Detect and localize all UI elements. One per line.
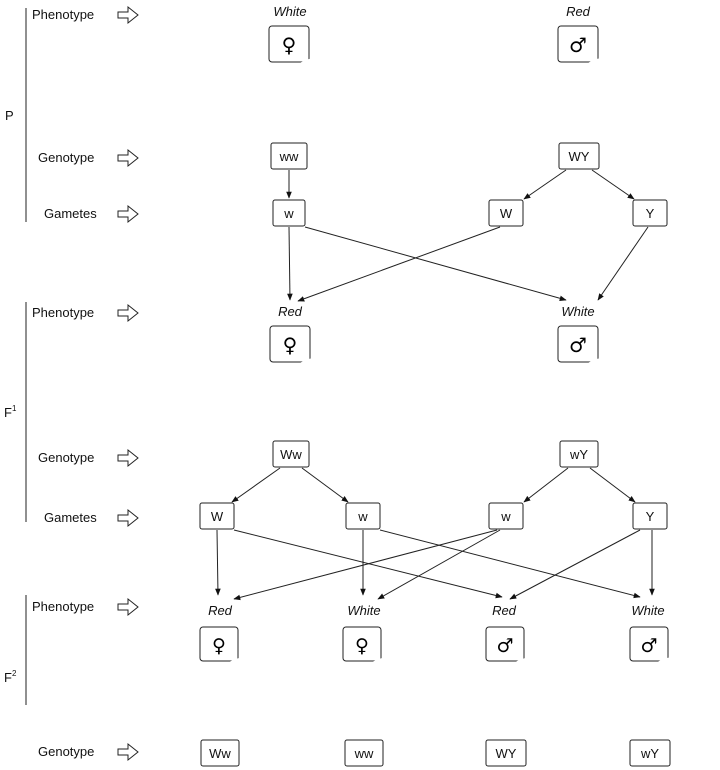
f1-male-gamete-box-1 xyxy=(488,502,524,530)
p-male-genotype-box xyxy=(558,142,600,170)
f1-genotype-pointer-icon xyxy=(117,449,139,467)
f1-male-gamete-box-2 xyxy=(632,502,668,530)
p-female-genotype-box xyxy=(270,142,308,170)
p-female-gamete: w xyxy=(283,206,294,221)
f2-genotype-1: Ww xyxy=(209,746,231,761)
p-phenotype-label: Phenotype xyxy=(32,7,94,22)
f2-genotype-pointer-icon xyxy=(117,743,139,761)
f1-male-phenotype: White xyxy=(561,304,594,319)
f2-genotype-box-3 xyxy=(485,739,527,767)
f2-phenotype-1: Red xyxy=(208,603,233,618)
p-gametes-pointer-icon xyxy=(117,205,139,223)
f1-cross-arrows xyxy=(215,467,655,601)
p-genotype-pointer-icon xyxy=(117,149,139,167)
p-genotype-label: Genotype xyxy=(38,150,94,165)
female-symbol-icon: ♀ xyxy=(212,635,226,657)
p-cross-arrows xyxy=(286,169,649,302)
p-male-gamete-box-1 xyxy=(488,199,524,227)
f2-fly-1-icon: ♀ xyxy=(175,626,305,724)
f1-male-fly-icon: ♂ xyxy=(530,325,671,430)
f2-genotype-2: ww xyxy=(354,746,374,761)
f1-male-genotype: wY xyxy=(569,447,588,462)
f2-phenotype-pointer-icon xyxy=(117,598,139,616)
f1-female-genotype-box xyxy=(272,440,310,468)
male-symbol-icon: ♂ xyxy=(569,33,587,57)
f2-phenotype-2: White xyxy=(347,603,380,618)
f2-phenotype-label: Phenotype xyxy=(32,599,94,614)
f1-phenotype-label: Phenotype xyxy=(32,305,94,320)
p-female-phenotype: White xyxy=(273,4,306,19)
p-male-gamete-box-2 xyxy=(632,199,668,227)
female-symbol-icon: ♀ xyxy=(355,635,369,657)
f1-female-gamete-box-2 xyxy=(345,502,381,530)
f1-female-phenotype: Red xyxy=(278,304,303,319)
female-symbol-icon: ♀ xyxy=(282,33,297,57)
f1-male-gamete-2: Y xyxy=(646,509,655,524)
f1-female-gamete-box-1 xyxy=(199,502,235,530)
p-female-genotype: ww xyxy=(279,149,299,164)
f1-female-fly-icon: ♀ xyxy=(242,325,383,430)
p-male-gamete-2: Y xyxy=(646,206,655,221)
female-symbol-icon: ♀ xyxy=(283,333,298,357)
f2-genotype-4: wY xyxy=(640,746,659,761)
f1-gametes-label: Gametes xyxy=(44,510,97,525)
p-female-gamete-box xyxy=(272,199,306,227)
f2-genotype-3: WY xyxy=(496,746,517,761)
p-male-gamete-1: W xyxy=(500,206,513,221)
f1-female-genotype: Ww xyxy=(280,447,302,462)
f2-genotype-box-1 xyxy=(200,739,240,767)
p-male-phenotype: Red xyxy=(566,4,591,19)
f1-female-gamete-2: w xyxy=(357,509,368,524)
generation-p-label: P xyxy=(5,108,14,123)
f2-genotype-label: Genotype xyxy=(38,744,94,759)
f2-fly-4-icon: ♂ xyxy=(603,626,720,724)
f1-female-gamete-1: W xyxy=(211,509,224,524)
f2-genotype-box-4 xyxy=(629,739,671,767)
male-symbol-icon: ♂ xyxy=(640,635,657,657)
f2-genotype-box-2 xyxy=(344,739,384,767)
male-symbol-icon: ♂ xyxy=(496,635,513,657)
f2-fly-2-icon: ♀ xyxy=(318,626,448,724)
f1-gametes-pointer-icon xyxy=(117,509,139,527)
f2-fly-3-icon: ♂ xyxy=(461,626,591,724)
f1-genotype-label: Genotype xyxy=(38,450,94,465)
f1-phenotype-pointer-icon xyxy=(117,304,139,322)
f2-phenotype-4: White xyxy=(631,603,664,618)
generation-f1-label: F1 xyxy=(4,404,17,420)
p-gametes-label: Gametes xyxy=(44,206,97,221)
p-male-fly-icon: ♂ xyxy=(530,25,671,130)
p-phenotype-pointer-icon xyxy=(117,6,139,24)
generation-f2-label: F2 xyxy=(4,669,17,685)
male-symbol-icon: ♂ xyxy=(569,333,587,357)
p-male-genotype: WY xyxy=(569,149,590,164)
f1-male-genotype-box xyxy=(559,440,599,468)
f2-phenotype-3: Red xyxy=(492,603,517,618)
f1-male-gamete-1: w xyxy=(500,509,511,524)
p-female-fly-icon: ♀ xyxy=(242,25,383,130)
